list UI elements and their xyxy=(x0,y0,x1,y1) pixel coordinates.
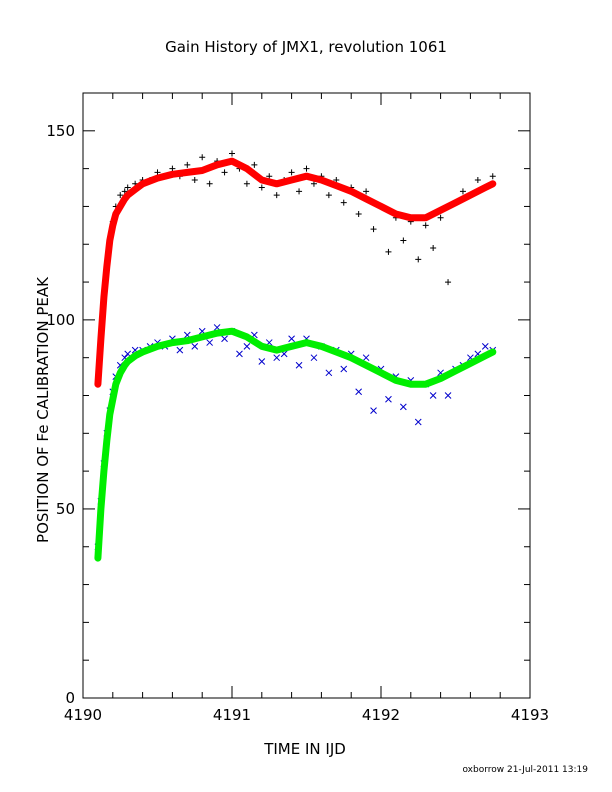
plus-marker xyxy=(288,169,295,176)
cross-marker xyxy=(481,342,489,350)
plus-marker xyxy=(266,173,273,180)
cross-marker xyxy=(429,392,437,399)
plus-marker xyxy=(184,161,191,168)
y-axis-title: POSITION OF Fe CALIBRATION PEAK xyxy=(34,276,52,543)
plus-marker xyxy=(489,173,496,180)
cross-marker xyxy=(370,407,377,414)
plus-marker xyxy=(229,150,235,157)
cross-marker xyxy=(362,354,370,362)
plus-marker xyxy=(370,226,377,233)
cross-marker xyxy=(191,342,199,350)
plus-marker xyxy=(310,180,317,187)
y-axis: 0 50 100 150 xyxy=(46,92,530,707)
plus-marker xyxy=(296,188,303,195)
cross-marker xyxy=(288,335,295,343)
cross-marker xyxy=(176,346,184,354)
cross-marker xyxy=(243,342,251,350)
plus-marker xyxy=(221,169,228,176)
cross-marker xyxy=(258,358,266,365)
plus-marker xyxy=(243,180,250,187)
series-3 xyxy=(94,327,497,562)
plus-marker xyxy=(191,176,198,183)
plus-marker xyxy=(169,165,176,172)
chart-title: Gain History of JMX1, revolution 1061 xyxy=(165,38,447,56)
fit-line xyxy=(94,157,497,388)
x-tick-label: 4190 xyxy=(64,706,102,724)
y-tick-label: 150 xyxy=(46,122,75,140)
plot-area xyxy=(94,150,497,562)
cross-marker xyxy=(206,339,214,346)
plus-marker xyxy=(199,154,206,161)
x-tick-label: 4192 xyxy=(362,706,400,724)
cross-marker xyxy=(295,361,303,369)
fit-line xyxy=(94,327,497,562)
cross-marker xyxy=(221,335,228,343)
plus-marker xyxy=(325,192,332,199)
cross-marker xyxy=(325,369,333,377)
cross-marker xyxy=(310,354,318,362)
cross-marker xyxy=(273,354,281,362)
plus-marker xyxy=(124,184,131,191)
plus-marker xyxy=(474,176,481,183)
plus-marker xyxy=(251,161,258,168)
plus-marker xyxy=(340,199,347,206)
plus-marker xyxy=(273,192,280,199)
plus-marker xyxy=(422,222,429,229)
plus-marker xyxy=(303,165,310,172)
cross-marker xyxy=(414,418,422,426)
cross-marker xyxy=(236,350,243,358)
x-axis: 4190 4191 4192 4193 xyxy=(64,93,549,724)
series-2 xyxy=(94,157,497,388)
plus-marker xyxy=(445,279,452,286)
series-1 xyxy=(94,324,497,551)
x-axis-title: TIME IN IJD xyxy=(263,740,346,758)
plus-marker xyxy=(117,192,124,199)
plus-marker xyxy=(363,188,370,195)
plus-marker xyxy=(154,169,161,176)
plus-marker xyxy=(385,248,392,255)
plus-marker xyxy=(206,180,213,187)
x-tick-label: 4191 xyxy=(213,706,251,724)
plus-marker xyxy=(415,256,422,263)
cross-marker xyxy=(399,403,407,411)
series-0 xyxy=(94,150,496,388)
plus-marker xyxy=(437,214,444,221)
plus-marker xyxy=(355,211,362,217)
y-tick-label: 100 xyxy=(46,311,75,329)
cross-marker xyxy=(444,392,452,399)
plus-marker xyxy=(459,188,466,195)
y-tick-label: 50 xyxy=(56,500,75,518)
x-tick-label: 4193 xyxy=(511,706,549,724)
footer-stamp: oxborrow 21-Jul-2011 13:19 xyxy=(462,765,588,775)
cross-marker xyxy=(385,395,392,403)
cross-marker xyxy=(340,365,348,373)
plus-marker xyxy=(400,237,407,244)
plus-marker xyxy=(430,245,437,252)
plus-marker xyxy=(258,184,265,191)
cross-marker xyxy=(355,388,363,396)
y-tick-label: 0 xyxy=(65,689,75,707)
